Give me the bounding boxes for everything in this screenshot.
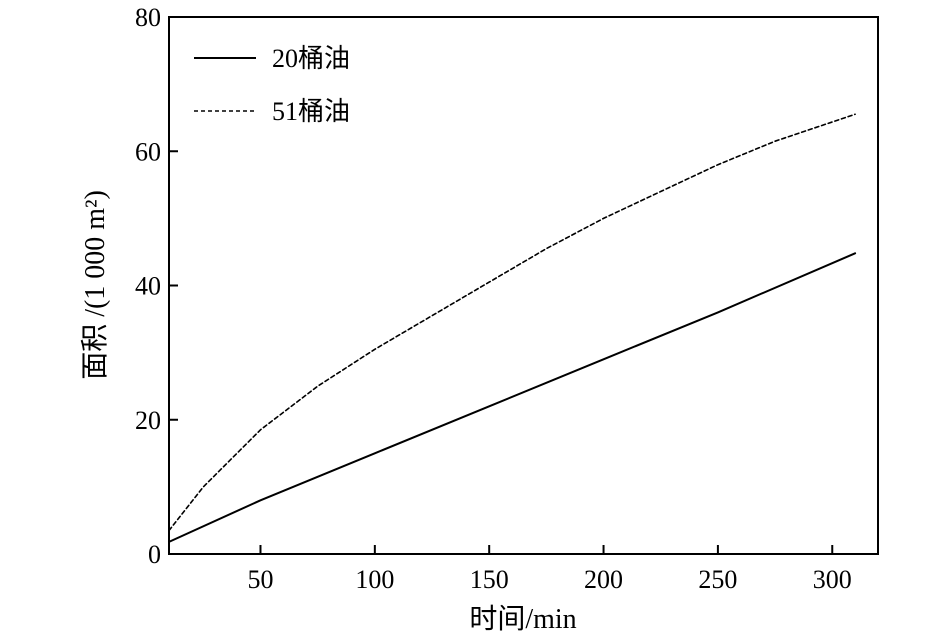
y-axis-ticks: 0 20 40 60 80 [135,3,178,569]
series-line-1 [168,113,856,532]
legend-label-20-barrels: 20桶油 [272,44,350,73]
legend: 20桶油 51桶油 [194,44,350,126]
y-tick-label: 0 [148,540,161,569]
y-tick-label: 20 [135,406,161,435]
x-axis-title: 时间/min [469,603,576,635]
x-tick-label: 250 [698,565,737,594]
x-tick-label: 300 [813,565,852,594]
x-tick-label: 150 [470,565,509,594]
series-layer [168,113,857,543]
series-line-0 [168,252,857,543]
x-tick-label: 50 [247,565,273,594]
y-tick-label: 60 [135,137,161,166]
x-tick-label: 200 [584,565,623,594]
x-tick-label: 100 [355,565,394,594]
legend-label-51-barrels: 51桶油 [272,97,350,126]
y-axis-title: 面积 /(1 000 m²) [80,190,111,380]
y-tick-label: 40 [135,272,161,301]
x-axis-ticks: 50 100 150 200 250 300 [247,545,852,594]
y-tick-label: 80 [135,3,161,32]
